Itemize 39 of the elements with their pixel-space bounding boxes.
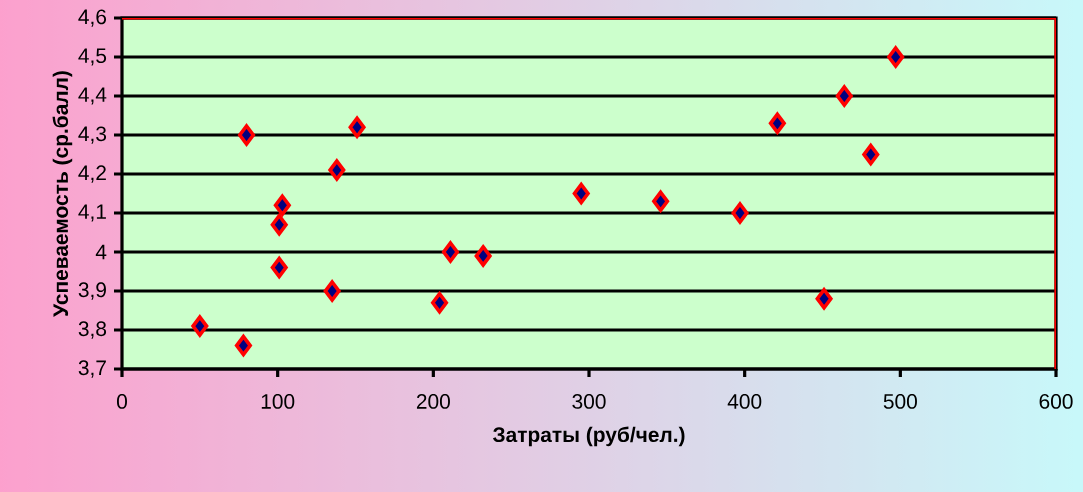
- x-tick-label: 0: [116, 394, 127, 409]
- point: [323, 280, 341, 302]
- point: [273, 194, 291, 216]
- point: [348, 116, 366, 138]
- point: [731, 202, 749, 224]
- y-axis-title: Успеваемость (ср.балл): [52, 71, 73, 317]
- point: [474, 245, 492, 267]
- point: [270, 213, 288, 236]
- y-tick-label: 4,1: [78, 204, 106, 222]
- y-tick-label: 3,7: [78, 360, 106, 378]
- x-tick-label: 500: [883, 394, 917, 409]
- y-tick-label: 3,8: [78, 321, 107, 339]
- point: [815, 288, 833, 310]
- y-tick-label: 4: [95, 244, 107, 260]
- point: [234, 334, 252, 357]
- x-tick-label: 200: [416, 394, 450, 409]
- point: [835, 85, 853, 107]
- y-tick-label: 4,5: [78, 48, 107, 66]
- x-tick-label: 300: [572, 394, 606, 409]
- point: [862, 143, 880, 166]
- x-axis-title: Затраты (руб/чел.): [492, 426, 685, 447]
- y-tick-label: 3,9: [78, 282, 106, 300]
- point: [237, 124, 256, 146]
- y-tick-label: 4,2: [78, 165, 106, 183]
- point: [572, 182, 590, 205]
- point: [328, 159, 346, 181]
- x-tick-label: 400: [727, 394, 762, 409]
- point: [431, 291, 449, 314]
- y-tick-label: 4,6: [78, 9, 107, 27]
- point: [768, 112, 786, 135]
- x-tick-label: 100: [261, 394, 295, 409]
- point: [270, 256, 288, 279]
- point: [441, 241, 460, 263]
- x-tick-label: 600: [1039, 394, 1073, 409]
- point: [652, 190, 670, 213]
- y-tick-label: 4,4: [78, 87, 107, 105]
- y-tick-label: 4,3: [78, 126, 107, 144]
- point: [887, 46, 905, 68]
- point: [191, 315, 209, 337]
